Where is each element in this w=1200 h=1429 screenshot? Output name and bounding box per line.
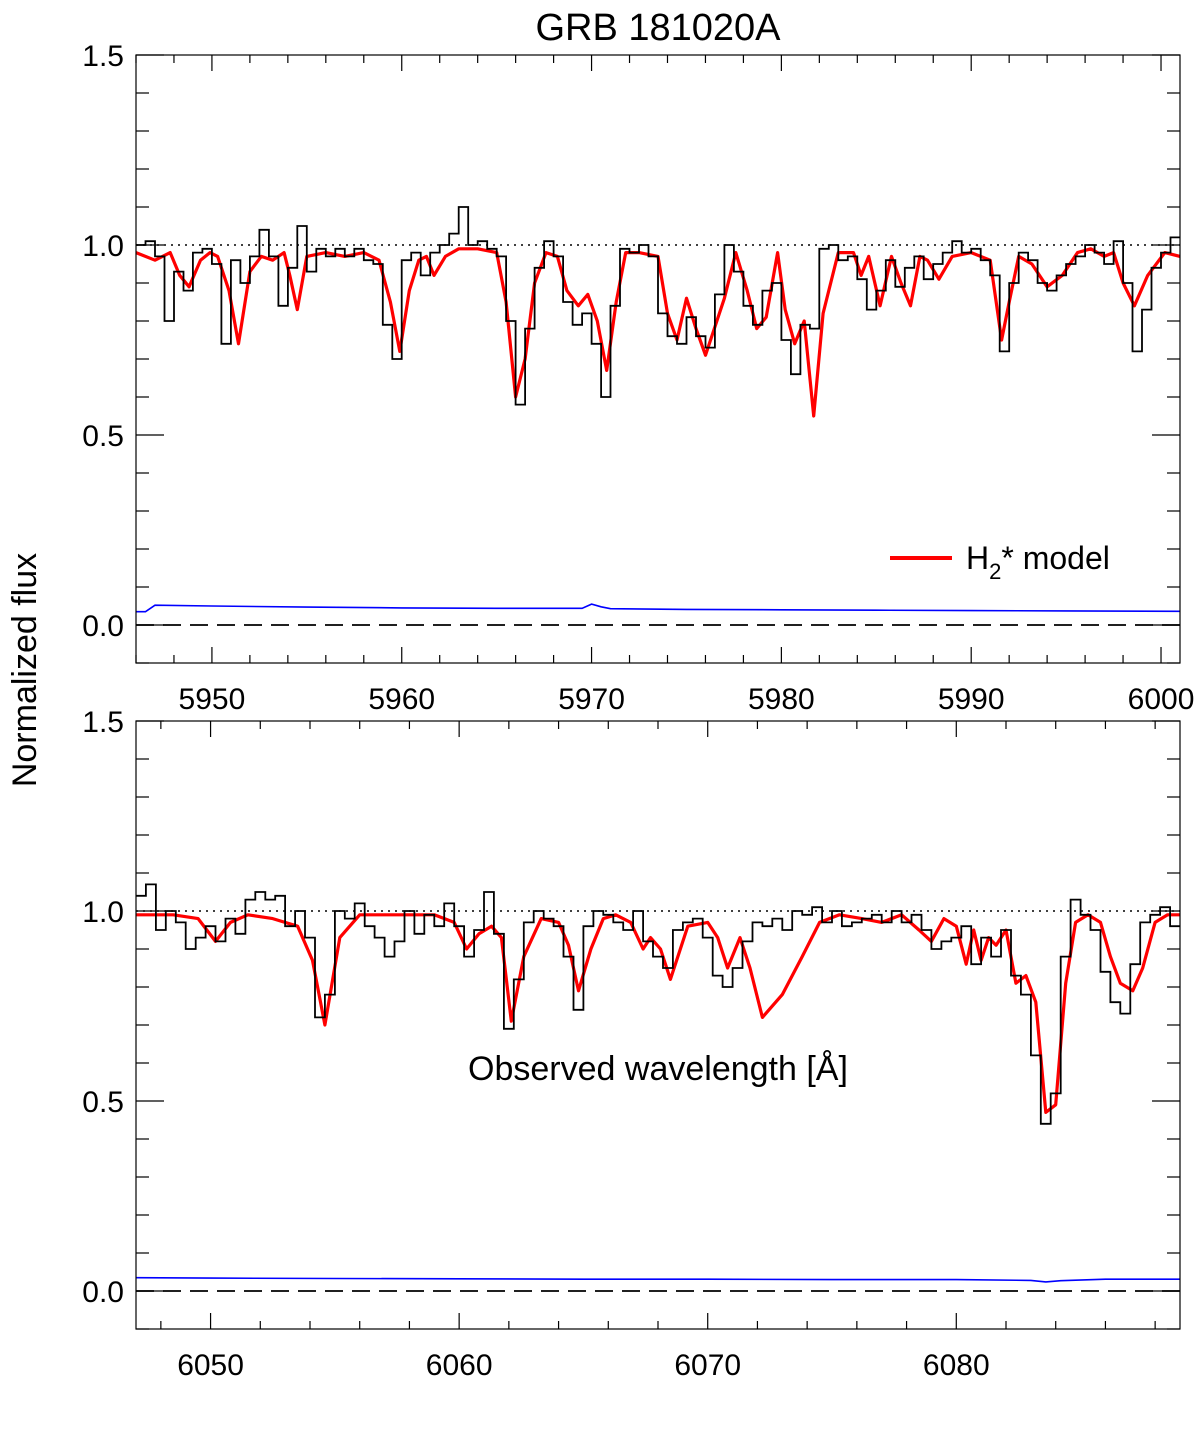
x-tick-label: 6060	[426, 1349, 493, 1382]
top-panel: 5950 5960 5970 5980 5990 6000 0.0 0.5 1.0 1.5	[82, 40, 1194, 716]
y-tick-label: 0.5	[82, 1086, 124, 1119]
y-tick-label: 1.5	[82, 706, 124, 739]
observed-spectrum-series	[136, 206, 1180, 406]
y-tick-label: 1.0	[82, 896, 124, 929]
legend: H2* model	[890, 540, 1110, 584]
x-tick-label: 5950	[179, 683, 246, 716]
plot-area	[136, 206, 1180, 613]
error-spectrum-series	[136, 1276, 1180, 1283]
x-tick-label: 5980	[748, 683, 815, 716]
x-tick-label: 5970	[558, 683, 625, 716]
observed-spectrum-series	[136, 883, 1180, 1125]
figure-title: GRB 181020A	[535, 7, 781, 49]
legend-label-suffix: * model	[1001, 540, 1110, 576]
x-tick-label: 5990	[938, 683, 1005, 716]
x-tick-label: 5960	[368, 683, 435, 716]
x-tick-label: 6000	[1128, 683, 1195, 716]
error-spectrum-series	[136, 603, 1180, 613]
y-tick-label: 0.0	[82, 1276, 124, 1309]
bottom-panel: 6050 6060 6070 6080 0.0 0.5 1.0 1.5	[82, 706, 1181, 1382]
legend-label-subscript: 2	[989, 559, 1001, 584]
y-tick-label: 1.0	[82, 230, 124, 263]
legend-model-label: H2* model	[966, 540, 1110, 584]
x-tick-label: 6080	[923, 1349, 990, 1382]
x-axis-label: Observed wavelength [Å]	[468, 1050, 848, 1088]
plot-area	[136, 883, 1180, 1283]
x-tick-label: 6070	[674, 1349, 741, 1382]
y-tick-label: 0.0	[82, 610, 124, 643]
h2-model-series	[136, 913, 1180, 1114]
legend-label-prefix: H	[966, 540, 989, 576]
y-axis-label: Normalized flux	[6, 553, 44, 787]
x-tick-label: 6050	[177, 1349, 244, 1382]
plot-frame	[135, 720, 1181, 1330]
y-tick-label: 1.5	[82, 40, 124, 73]
y-tick-label: 0.5	[82, 420, 124, 453]
